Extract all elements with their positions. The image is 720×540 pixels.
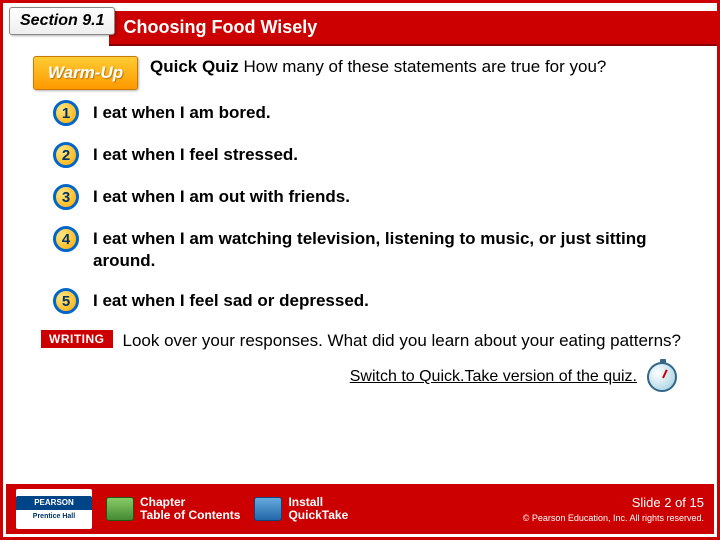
number-badge-4: 4 <box>53 226 79 252</box>
install-icon <box>254 497 282 521</box>
footer-right: Slide 2 of 15 © Pearson Education, Inc. … <box>523 495 704 523</box>
list-item: 3 I eat when I am out with friends. <box>33 184 687 210</box>
copyright-text: © Pearson Education, Inc. All rights res… <box>523 513 704 523</box>
chapter-title: Choosing Food Wisely <box>109 11 717 46</box>
item-text: I eat when I am bored. <box>93 100 271 124</box>
list-item: 1 I eat when I am bored. <box>33 100 687 126</box>
btn-label: Install QuickTake <box>288 496 348 522</box>
number-badge-2: 2 <box>53 142 79 168</box>
writing-text: Look over your responses. What did you l… <box>123 330 682 352</box>
writing-row: WRITING Look over your responses. What d… <box>41 330 687 352</box>
quiz-prompt: Quick Quiz How many of these statements … <box>150 56 606 78</box>
pearson-logo-top: PEARSON <box>16 496 92 510</box>
slide-container: Section 9.1 Choosing Food Wisely Warm-Up… <box>0 0 720 540</box>
install-quicktake-button[interactable]: Install QuickTake <box>254 496 348 522</box>
switch-quicktake-link[interactable]: Switch to Quick.Take version of the quiz… <box>350 368 637 386</box>
pearson-logo: PEARSON Prentice Hall <box>16 489 92 529</box>
number-badge-1: 1 <box>53 100 79 126</box>
slide-number: Slide 2 of 15 <box>523 495 704 510</box>
content-area: Warm-Up Quick Quiz How many of these sta… <box>3 46 717 396</box>
item-text: I eat when I am out with friends. <box>93 184 350 208</box>
pearson-logo-bottom: Prentice Hall <box>33 510 75 523</box>
chapter-toc-button[interactable]: Chapter Table of Contents <box>106 496 240 522</box>
item-text: I eat when I am watching television, lis… <box>93 226 687 272</box>
header: Section 9.1 Choosing Food Wisely <box>3 3 717 46</box>
footer-bar: PEARSON Prentice Hall Chapter Table of C… <box>6 484 714 534</box>
number-badge-3: 3 <box>53 184 79 210</box>
list-item: 4 I eat when I am watching television, l… <box>33 226 687 272</box>
number-badge-5: 5 <box>53 288 79 314</box>
list-item: 5 I eat when I feel sad or depressed. <box>33 288 687 314</box>
quiz-prompt-row: Warm-Up Quick Quiz How many of these sta… <box>33 56 687 90</box>
timer-icon[interactable] <box>647 362 677 392</box>
item-text: I eat when I feel sad or depressed. <box>93 288 369 312</box>
quiz-lead: Quick Quiz <box>150 57 239 76</box>
section-tab: Section 9.1 <box>9 7 115 35</box>
quiz-items: 1 I eat when I am bored. 2 I eat when I … <box>33 100 687 314</box>
writing-badge: WRITING <box>41 330 113 348</box>
list-item: 2 I eat when I feel stressed. <box>33 142 687 168</box>
warmup-badge: Warm-Up <box>33 56 138 90</box>
book-icon <box>106 497 134 521</box>
btn-label: Chapter Table of Contents <box>140 496 240 522</box>
quiz-rest: How many of these statements are true fo… <box>239 57 607 76</box>
item-text: I eat when I feel stressed. <box>93 142 298 166</box>
switch-row: Switch to Quick.Take version of the quiz… <box>33 362 687 392</box>
